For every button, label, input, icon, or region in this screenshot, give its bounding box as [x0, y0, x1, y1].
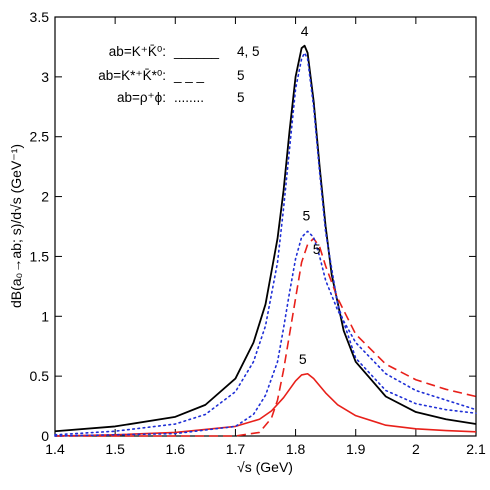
- x-tick-label: 2.1: [466, 441, 486, 457]
- y-tick-label: 3.5: [30, 9, 50, 25]
- series-line-2: [54, 372, 477, 437]
- y-axis-label: dB(a₀→ab; s)/d√s (GeV⁻¹): [8, 144, 24, 308]
- x-tick-label: 1.8: [286, 441, 306, 457]
- y-tick-label: 3: [41, 69, 49, 85]
- curve-annotation-1: 4: [301, 23, 309, 39]
- annotations: 4 5 5 5: [299, 23, 321, 367]
- y-tick-label: 2.5: [30, 129, 50, 145]
- plot-frame: [54, 16, 477, 437]
- series-line-3: [55, 237, 477, 437]
- legend: ab=K⁺K̄⁰: ______ 4, 5 ab=K*⁺K̄*⁰: _ _ _ …: [98, 44, 259, 105]
- x-axis-label: √s (GeV): [237, 459, 293, 475]
- x-tick-label: 1.9: [346, 441, 366, 457]
- curve-annotation-4: 5: [299, 351, 307, 367]
- legend-style-2: _ _ _: [173, 68, 205, 83]
- series-group: [54, 44, 477, 437]
- legend-ref-2: 5: [237, 68, 245, 83]
- legend-style-1: ______: [173, 44, 220, 59]
- legend-ref-3: 5: [237, 90, 245, 105]
- legend-label-2: ab=K*⁺K̄*⁰:: [98, 68, 166, 83]
- x-tick-label: 1.5: [105, 441, 125, 457]
- y-tick-label: 0.5: [30, 368, 50, 384]
- x-tick-label: 1.7: [226, 441, 246, 457]
- curve-annotation-2: 5: [302, 208, 310, 224]
- x-tick-label: 1.4: [45, 441, 65, 457]
- series-line-1: [54, 44, 477, 433]
- y-tick-label: 0: [41, 428, 49, 444]
- series-line-5: [54, 230, 477, 437]
- x-tick-label: 2: [412, 441, 420, 457]
- series-line-4: [54, 52, 477, 436]
- ticks: 1.4 1.5 1.6 1.7 1.8 1.9 2 2.1 0 0.5 1 1.5 2 2.5 3 3.5: [30, 9, 486, 457]
- legend-style-3: ........: [174, 90, 204, 105]
- x-tick-label: 1.6: [166, 441, 186, 457]
- curve-annotation-3: 5: [313, 241, 321, 257]
- y-tick-label: 2: [41, 189, 49, 205]
- legend-label-1: ab=K⁺K̄⁰:: [109, 44, 166, 59]
- legend-ref-1: 4, 5: [237, 44, 260, 59]
- y-tick-label: 1: [41, 308, 49, 324]
- y-tick-label: 1.5: [30, 248, 50, 264]
- legend-label-3: ab=ρ⁺ϕ:: [117, 90, 166, 105]
